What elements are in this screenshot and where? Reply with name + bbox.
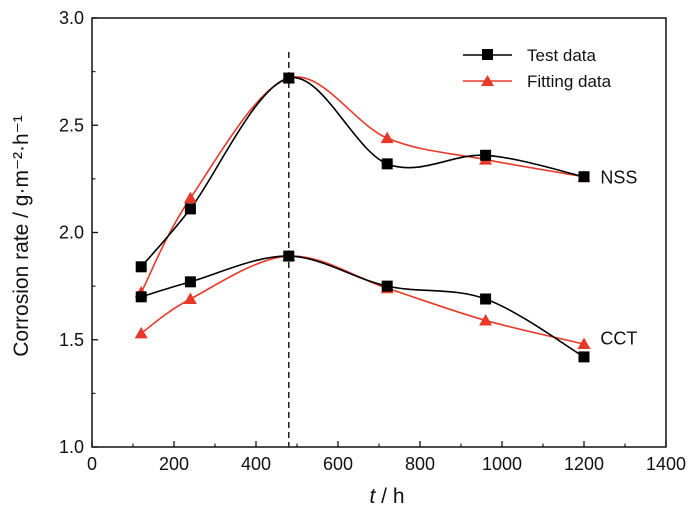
x-tick-label: 400 [241, 454, 271, 474]
y-tick-label: 3.0 [59, 8, 84, 28]
x-axis-title: t / h [369, 485, 404, 508]
ticks-layer: 0 200 400 600 800 1000 1200 1400 1.0 1.5 2.0 2.5 3.0 [59, 8, 686, 474]
series-line-cct-test [140, 255, 585, 358]
legend-label-test: Test data [527, 46, 597, 65]
x-tick-label: 1000 [482, 454, 522, 474]
data-point-nss-test [578, 171, 590, 183]
y-tick-label: 2.5 [59, 115, 84, 135]
x-tick-label: 200 [159, 454, 189, 474]
y-tick-label: 1.0 [59, 437, 84, 457]
data-point-cct-fitting [479, 313, 493, 326]
data-point-cct-test [283, 250, 295, 262]
x-axis-title-variable: t [369, 485, 376, 508]
y-axis-title: Corrosion rate / g·m⁻²·h⁻¹ [10, 115, 33, 357]
data-point-nss-fitting [183, 191, 197, 204]
data-point-cct-test [135, 291, 147, 303]
x-tick-label: 800 [405, 454, 435, 474]
data-point-nss-test [135, 261, 147, 273]
x-tick-label: 1400 [646, 454, 686, 474]
data-point-cct-fitting [134, 326, 148, 339]
legend-marker-test [482, 49, 493, 60]
data-point-nss-fitting [380, 131, 394, 144]
data-point-cct-test [480, 293, 492, 305]
data-point-nss-test [480, 149, 492, 161]
data-point-cct-fitting [183, 292, 197, 304]
annotation-cct: CCT [600, 329, 637, 349]
series-line-cct-fitting [140, 255, 585, 345]
annotation-nss: NSS [600, 168, 637, 188]
data-point-nss-test [184, 203, 196, 215]
data-point-nss-test [283, 72, 295, 84]
series-layer [140, 76, 585, 358]
legend-item-fitting: Fitting data [463, 72, 612, 91]
y-tick-label: 2.0 [59, 223, 84, 243]
series-line-nss-fitting [140, 76, 585, 293]
legend-item-test: Test data [463, 46, 597, 65]
x-tick-label: 600 [323, 454, 353, 474]
x-axis-title-unit: / h [375, 485, 404, 508]
legend: Test data Fitting data [463, 46, 612, 91]
legend-marker-fitting [481, 75, 494, 86]
data-point-cct-test [184, 276, 196, 288]
data-point-cct-test [381, 280, 393, 292]
x-tick-label: 1200 [564, 454, 604, 474]
data-point-cct-test [578, 351, 590, 363]
x-tick-label: 0 [87, 454, 97, 474]
y-tick-label: 1.5 [59, 330, 84, 350]
markers-layer [134, 71, 591, 363]
data-point-nss-test [381, 158, 393, 170]
legend-label-fitting: Fitting data [527, 72, 612, 91]
annotation-layer: NSS CCT [600, 168, 637, 349]
data-point-cct-fitting [577, 337, 591, 350]
